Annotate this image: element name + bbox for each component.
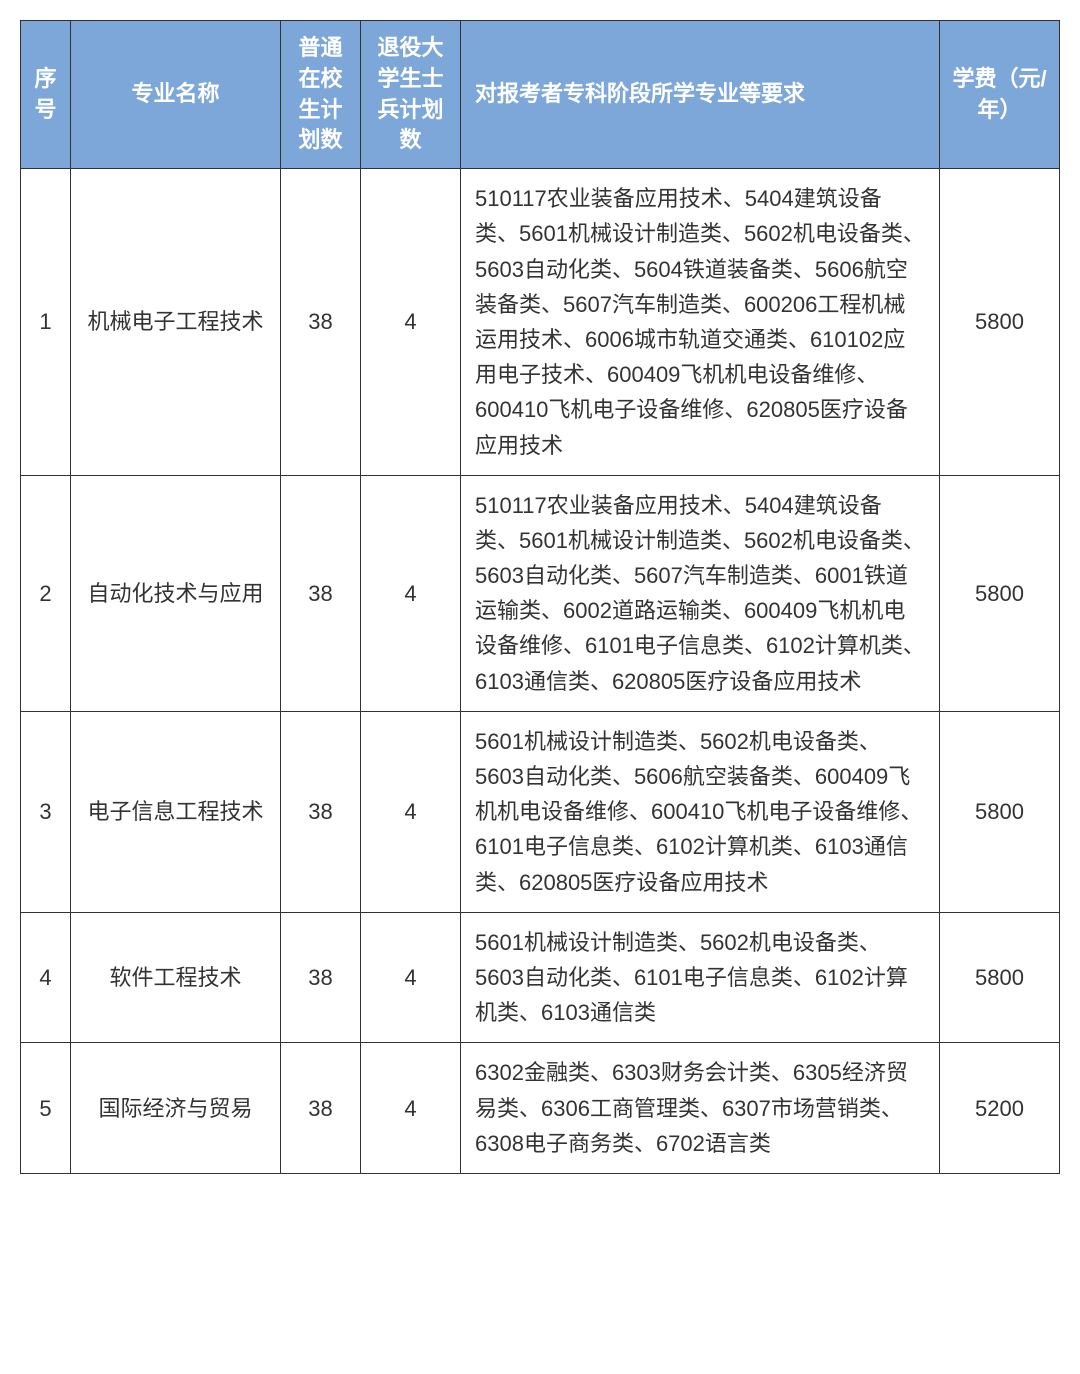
cell-fee: 5200 [940,1043,1060,1174]
table-header-row: 序号 专业名称 普通在校生计划数 退役大学生士兵计划数 对报考者专科阶段所学专业… [21,21,1060,169]
cell-req: 510117农业装备应用技术、5404建筑设备类、5601机械设计制造类、560… [461,475,940,711]
admission-plan-table: 序号 专业名称 普通在校生计划数 退役大学生士兵计划数 对报考者专科阶段所学专业… [20,20,1060,1174]
cell-fee: 5800 [940,475,1060,711]
cell-fee: 5800 [940,912,1060,1043]
cell-plan2: 4 [361,912,461,1043]
cell-index: 2 [21,475,71,711]
col-header-plan1: 普通在校生计划数 [281,21,361,169]
col-header-plan1-label: 普通在校生计划数 [298,35,342,152]
cell-req: 5601机械设计制造类、5602机电设备类、5603自动化类、5606航空装备类… [461,711,940,912]
table-row: 5 国际经济与贸易 38 4 6302金融类、6303财务会计类、6305经济贸… [21,1043,1060,1174]
cell-index: 1 [21,169,71,476]
cell-plan2: 4 [361,475,461,711]
cell-req: 6302金融类、6303财务会计类、6305经济贸易类、6306工商管理类、63… [461,1043,940,1174]
table-row: 2 自动化技术与应用 38 4 510117农业装备应用技术、5404建筑设备类… [21,475,1060,711]
cell-req: 5601机械设计制造类、5602机电设备类、5603自动化类、6101电子信息类… [461,912,940,1043]
cell-plan2: 4 [361,1043,461,1174]
col-header-plan2: 退役大学生士兵计划数 [361,21,461,169]
col-header-plan2-label: 退役大学生士兵计划数 [377,35,443,152]
cell-index: 5 [21,1043,71,1174]
col-header-req-label: 对报考者专科阶段所学专业等要求 [475,81,805,106]
cell-major: 电子信息工程技术 [71,711,281,912]
table-row: 4 软件工程技术 38 4 5601机械设计制造类、5602机电设备类、5603… [21,912,1060,1043]
col-header-fee-label: 学费（元/年） [952,66,1046,122]
cell-index: 4 [21,912,71,1043]
col-header-major-label: 专业名称 [131,81,219,106]
col-header-major: 专业名称 [71,21,281,169]
col-header-index-label: 序号 [34,66,56,122]
cell-plan2: 4 [361,169,461,476]
cell-index: 3 [21,711,71,912]
cell-req: 510117农业装备应用技术、5404建筑设备类、5601机械设计制造类、560… [461,169,940,476]
cell-plan1: 38 [281,912,361,1043]
cell-plan2: 4 [361,711,461,912]
cell-major: 软件工程技术 [71,912,281,1043]
col-header-index: 序号 [21,21,71,169]
col-header-fee: 学费（元/年） [940,21,1060,169]
table-row: 1 机械电子工程技术 38 4 510117农业装备应用技术、5404建筑设备类… [21,169,1060,476]
cell-plan1: 38 [281,169,361,476]
cell-fee: 5800 [940,169,1060,476]
table-row: 3 电子信息工程技术 38 4 5601机械设计制造类、5602机电设备类、56… [21,711,1060,912]
cell-plan1: 38 [281,711,361,912]
cell-plan1: 38 [281,1043,361,1174]
col-header-requirements: 对报考者专科阶段所学专业等要求 [461,21,940,169]
cell-major: 机械电子工程技术 [71,169,281,476]
cell-plan1: 38 [281,475,361,711]
cell-fee: 5800 [940,711,1060,912]
cell-major: 自动化技术与应用 [71,475,281,711]
cell-major: 国际经济与贸易 [71,1043,281,1174]
